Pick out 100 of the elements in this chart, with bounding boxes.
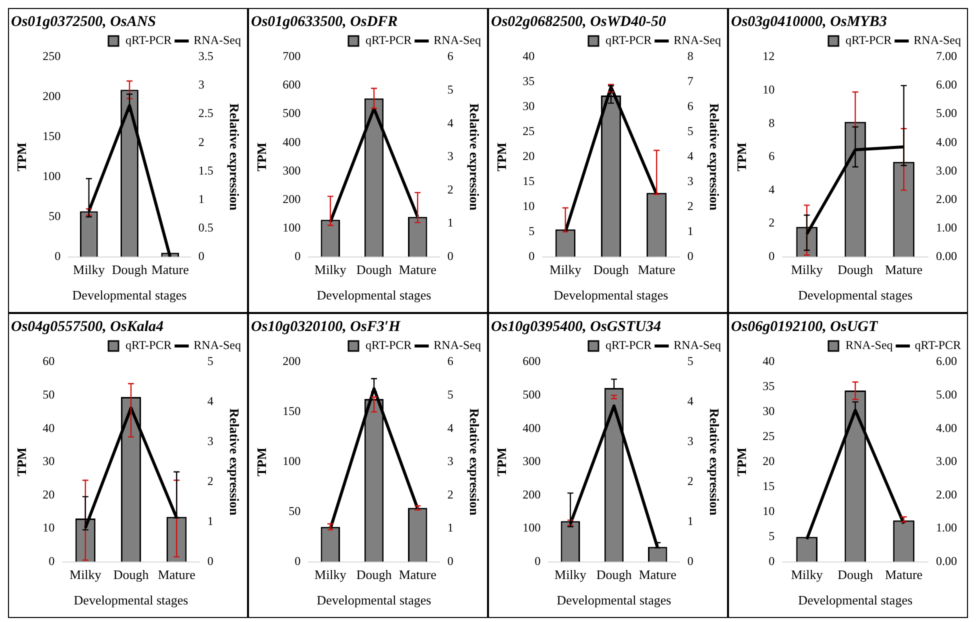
legend-label: qRT-PCR <box>125 33 172 48</box>
y-tick-label: 50 <box>288 504 301 518</box>
x-axis-title: Developmental stages <box>316 288 432 303</box>
x-tick-label: Dough <box>838 567 874 582</box>
y-tick-label: 50 <box>42 387 55 402</box>
x-tick-label: Mature <box>884 567 923 582</box>
y2-tick-label: 3.00 <box>936 454 957 468</box>
y2-tick-label: 5 <box>447 387 454 402</box>
y2-tick-label: 7.00 <box>936 49 957 64</box>
x-tick-label: Milky <box>790 262 824 278</box>
x-tick-label: Dough <box>112 262 148 278</box>
y2-tick-label: 1 <box>207 514 214 528</box>
y2-tick-label: 0 <box>447 248 454 263</box>
legend-label: RNA-Seq <box>674 33 722 48</box>
y2-tick-label: 2.5 <box>198 106 214 120</box>
y-tick-label: 20 <box>42 487 55 502</box>
x-tick-label: Dough <box>113 567 150 582</box>
legend-label: RNA-Seq <box>194 33 242 48</box>
x-axis-title: Developmental stages <box>798 288 913 303</box>
y2-tick-label: 3.5 <box>198 49 214 64</box>
y-tick-label: 150 <box>282 404 301 418</box>
y2-tick-label: 2 <box>687 474 694 488</box>
y2-tick-label: 0.00 <box>936 248 957 263</box>
y-tick-label: 500 <box>522 387 541 402</box>
chart-title: Os04g0557500, OsKala4 <box>11 318 164 335</box>
y-tick-label: 0 <box>528 248 535 263</box>
y2-tick-label: 4 <box>687 394 694 408</box>
y2-tick-label: 1 <box>447 216 454 230</box>
y-tick-label: 0 <box>768 248 775 263</box>
y2-tick-label: 2 <box>447 487 454 502</box>
y2-axis-title: Relative expression <box>706 408 722 516</box>
y-tick-label: 40 <box>42 420 55 435</box>
y2-tick-label: 2.00 <box>936 192 957 206</box>
y2-tick-label: 2.00 <box>936 487 957 502</box>
y2-tick-label: 2 <box>198 134 204 149</box>
y-axis-title: TPM <box>734 142 750 172</box>
y-tick-label: 35 <box>522 74 535 88</box>
legend-label: qRT-PCR <box>365 338 412 352</box>
y-tick-label: 25 <box>522 124 535 138</box>
y2-tick-label: 6 <box>447 49 454 64</box>
y2-tick-label: 5 <box>687 354 694 368</box>
y-tick-label: 600 <box>282 78 301 92</box>
chart-title: Os01g0633500, OsDFR <box>251 14 398 30</box>
chart-title: Os10g0395400, OsGSTU34 <box>491 318 662 335</box>
y-axis-title: TPM <box>734 447 750 476</box>
y-tick-label: 30 <box>762 404 775 418</box>
x-axis-title: Developmental stages <box>556 592 672 608</box>
y-tick-label: 100 <box>522 520 541 535</box>
y-tick-label: 200 <box>282 354 301 368</box>
x-tick-label: Mature <box>158 567 196 582</box>
y-tick-label: 25 <box>762 429 775 444</box>
y2-tick-label: 3 <box>207 434 214 448</box>
x-tick-label: Mature <box>884 262 923 278</box>
legend-label: qRT-PCR <box>605 338 652 352</box>
y-tick-label: 40 <box>762 354 775 368</box>
x-tick-label: Mature <box>398 567 437 582</box>
y-tick-label: 6 <box>768 149 775 164</box>
y2-axis-title: Relative expression <box>226 103 242 212</box>
y-tick-label: 200 <box>282 192 301 206</box>
y-tick-label: 30 <box>522 99 535 114</box>
y-tick-label: 0 <box>294 554 301 568</box>
y-tick-label: 4 <box>768 182 775 196</box>
y2-tick-label: 1 <box>198 192 204 206</box>
y-tick-label: 10 <box>762 82 775 96</box>
chart-title: Os02g0682500, OsWD40-50 <box>491 14 667 30</box>
legend-label: RNA-Seq <box>434 338 482 352</box>
y2-tick-label: 3 <box>687 434 694 448</box>
x-tick-label: Mature <box>398 262 437 278</box>
y2-tick-label: 6.00 <box>936 78 957 92</box>
y-tick-label: 600 <box>522 354 541 368</box>
y-axis-title: TPM <box>494 142 510 172</box>
y-tick-label: 10 <box>42 520 55 535</box>
y2-tick-label: 1.5 <box>198 163 214 178</box>
y2-tick-label: 0 <box>687 248 694 263</box>
x-tick-label: Milky <box>70 567 102 582</box>
y-tick-label: 35 <box>762 379 775 394</box>
x-tick-label: Dough <box>356 262 392 278</box>
x-tick-label: Milky <box>73 262 106 278</box>
legend-label: qRT-PCR <box>914 338 962 352</box>
y2-tick-label: 6.00 <box>936 354 957 368</box>
y2-tick-label: 5 <box>687 124 694 138</box>
x-axis-title: Developmental stages <box>316 592 432 608</box>
y2-axis-title: Relative expression <box>226 408 242 516</box>
y-tick-label: 20 <box>762 454 775 468</box>
y-tick-label: 100 <box>282 454 301 468</box>
y2-tick-label: 8 <box>687 49 694 64</box>
y2-tick-label: 1 <box>447 520 454 535</box>
y2-axis-title: Relative expression <box>706 103 722 212</box>
y2-tick-label: 4.00 <box>936 134 957 149</box>
y2-tick-label: 2 <box>447 182 454 196</box>
y2-tick-label: 5.00 <box>936 387 957 402</box>
legend-label: RNA-Seq <box>914 33 962 48</box>
y2-tick-label: 5 <box>447 82 454 96</box>
y2-axis-title: Relative expression <box>466 103 482 212</box>
x-tick-label: Milky <box>550 262 582 278</box>
y-tick-label: 15 <box>522 174 535 188</box>
y-tick-label: 0 <box>768 554 775 568</box>
legend-label: RNA-Seq <box>845 338 893 352</box>
y-axis-title: TPM <box>254 142 270 172</box>
y-tick-label: 400 <box>522 420 541 435</box>
